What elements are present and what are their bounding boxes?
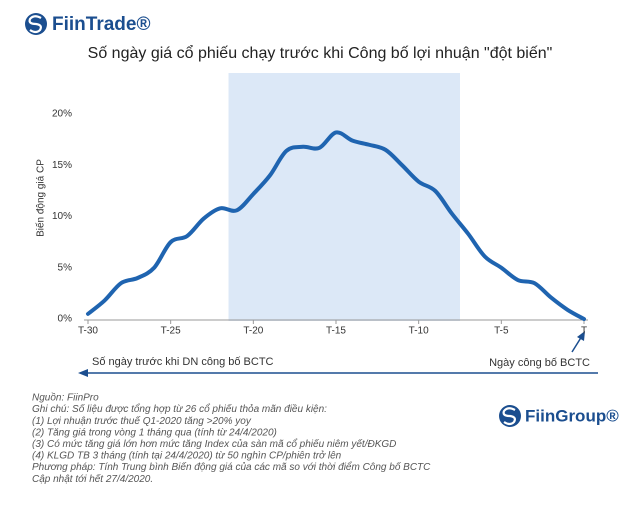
y-tick-label: 15% [52, 160, 72, 171]
note-line: Nguồn: FiinPro [32, 392, 99, 404]
y-tick-label: 0% [58, 314, 73, 325]
logo-mark [502, 407, 516, 426]
arrow-head [577, 331, 585, 341]
x-tick-label: T-30 [78, 326, 98, 337]
note-line: (1) Lợi nhuận trước thuế Q1-2020 tăng >2… [32, 415, 252, 427]
logo-mark [28, 15, 42, 34]
note-line: Phương pháp: Tính Trung bình Biến động g… [32, 461, 431, 473]
note-line: Cập nhật tới hết 27/4/2020. [32, 473, 153, 485]
y-axis-label: Biến động giá CP [35, 159, 47, 237]
note-line: (2) Tăng giá trong vòng 1 tháng qua (tín… [32, 427, 277, 438]
data-line [86, 130, 586, 321]
annotation-right: Ngày công bố BCTC [489, 357, 590, 369]
x-tick-label: T-15 [326, 326, 346, 337]
y-tick-label: 10% [52, 211, 72, 222]
shaded-region [228, 73, 460, 321]
brand-right: FiinGroup® [525, 406, 619, 425]
logo-right: FiinGroup® [499, 405, 619, 427]
plot: 0% 5% 10% 15% 20% T-30 T-25 T-20 T-15 T-10 T-5 T [52, 73, 588, 337]
x-tick-label: T-5 [494, 326, 509, 337]
chart-title: Số ngày giá cổ phiếu chạy trước khi Công… [88, 44, 553, 62]
x-tick-label: T [581, 326, 587, 337]
arrow-head [78, 369, 88, 377]
note-line: (4) KLGD TB 3 tháng (tính tại 24/4/2020)… [32, 450, 342, 462]
x-tick-label: T-25 [161, 326, 181, 337]
y-tick-label: 20% [52, 109, 72, 120]
annotation-left: Số ngày trước khi DN công bố BCTC [92, 356, 274, 368]
logo-left: FiinTrade® [25, 13, 150, 35]
note-line: (3) Có mức tăng giá lớn hơn mức tăng Ind… [32, 438, 396, 450]
note-line: Ghi chú: Số liệu được tổng hợp từ 26 cổ … [32, 403, 327, 415]
y-tick-label: 5% [58, 262, 73, 273]
x-tick-label: T-20 [243, 326, 263, 337]
x-tick-label: T-10 [409, 326, 429, 337]
brand-left: FiinTrade® [52, 14, 150, 35]
